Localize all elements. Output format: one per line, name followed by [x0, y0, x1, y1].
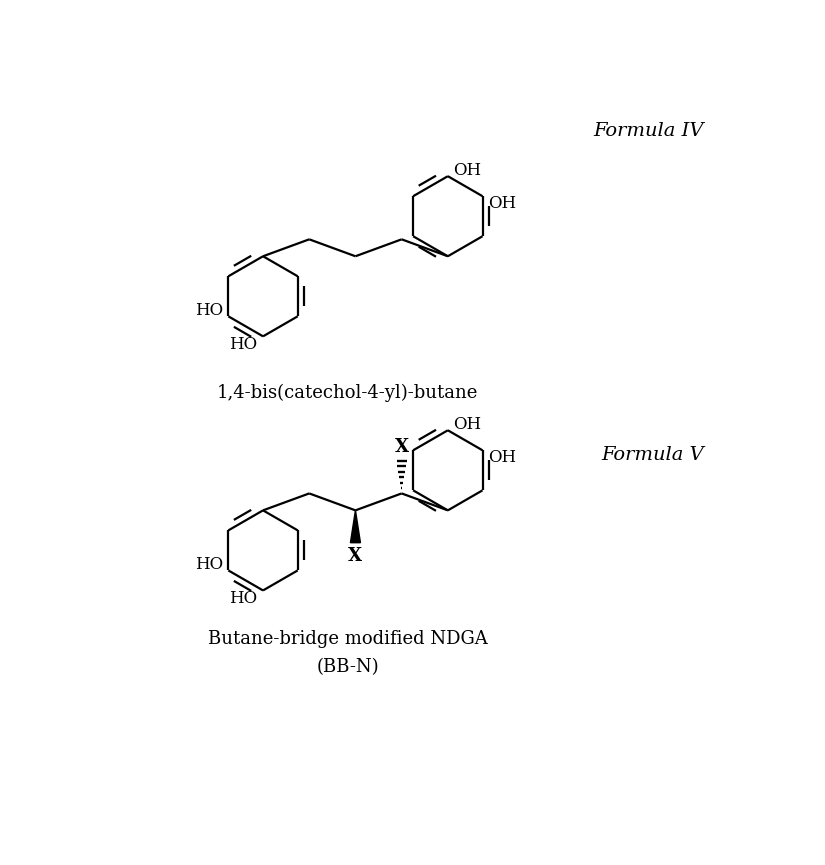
Text: OH: OH	[488, 450, 516, 466]
Text: Formula IV: Formula IV	[594, 121, 705, 139]
Text: Butane-bridge modified NDGA: Butane-bridge modified NDGA	[208, 631, 488, 649]
Text: OH: OH	[453, 415, 481, 432]
Text: (BB-N): (BB-N)	[317, 658, 379, 676]
Text: X: X	[394, 439, 408, 457]
Text: Formula V: Formula V	[601, 446, 705, 465]
Text: HO: HO	[229, 590, 257, 606]
Polygon shape	[351, 510, 361, 542]
Text: X: X	[348, 548, 362, 566]
Text: 1,4-bis(catechol-4-yl)-butane: 1,4-bis(catechol-4-yl)-butane	[217, 384, 478, 402]
Text: OH: OH	[488, 195, 516, 213]
Text: HO: HO	[195, 555, 223, 573]
Text: HO: HO	[195, 302, 223, 318]
Text: HO: HO	[229, 336, 257, 353]
Text: OH: OH	[453, 162, 481, 178]
